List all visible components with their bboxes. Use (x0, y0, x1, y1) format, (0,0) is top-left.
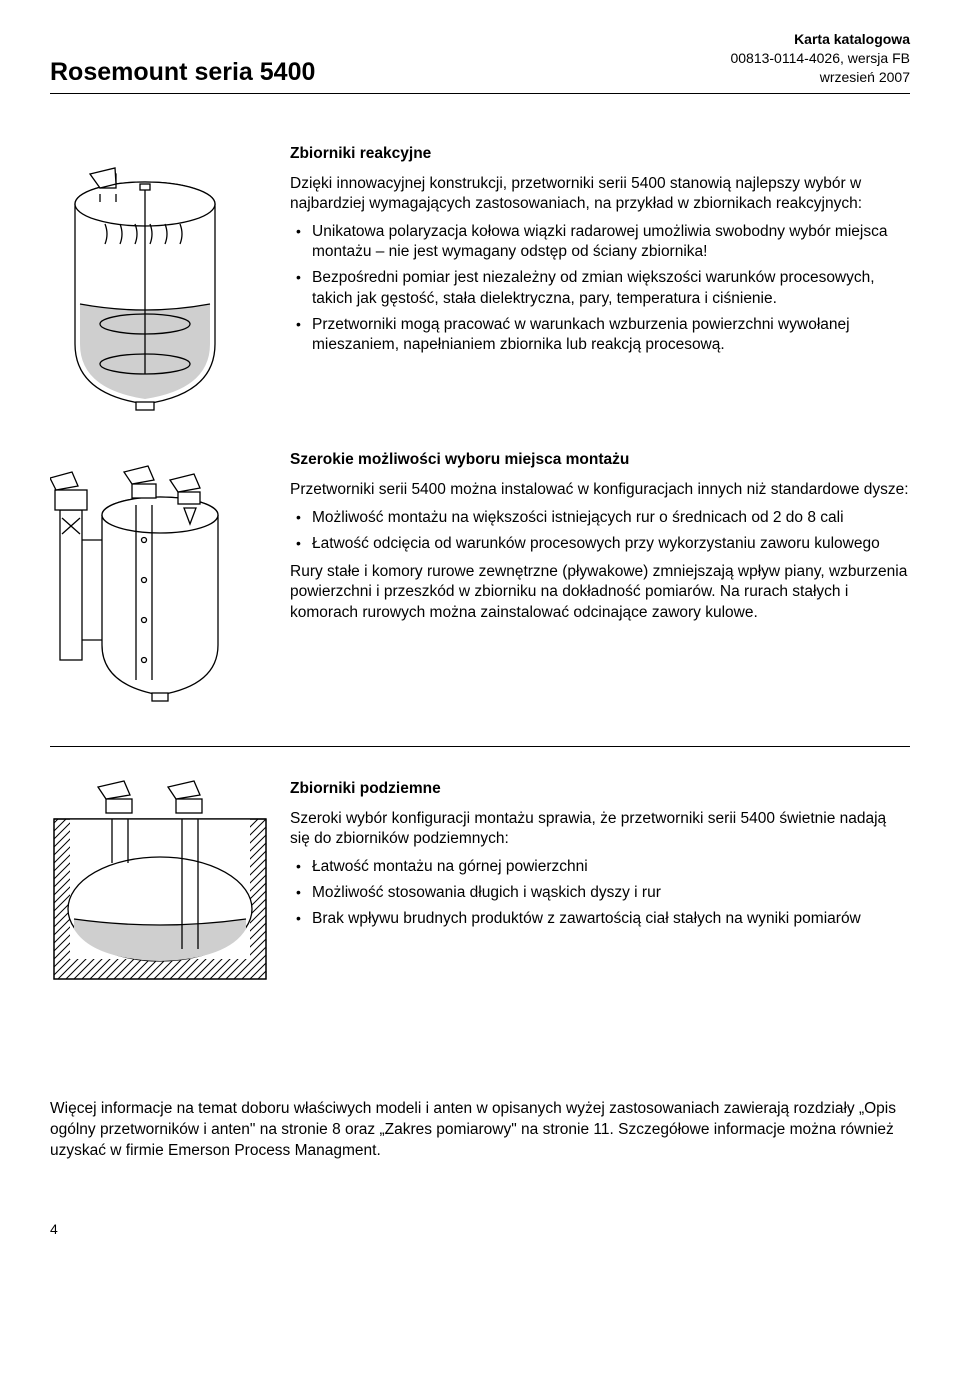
section1-text: Zbiorniki reakcyjne Dzięki innowacyjnej … (290, 144, 910, 363)
list-item: Unikatowa polaryzacja kołowa wiązki rada… (312, 222, 910, 262)
section3-title: Zbiorniki podziemne (290, 779, 910, 799)
reactor-tank-icon (50, 144, 240, 414)
product-title: Rosemount seria 5400 (50, 58, 315, 87)
doc-date: wrzesień 2007 (730, 68, 910, 87)
list-item: Bezpośredni pomiar jest niezależny od zm… (312, 268, 910, 308)
doc-title: Karta katalogowa (730, 30, 910, 49)
section-divider (50, 746, 910, 747)
doc-number: 00813-0114-4026, wersja FB (730, 49, 910, 68)
illustration-reactor-tank (50, 144, 290, 414)
doc-meta: Karta katalogowa 00813-0114-4026, wersja… (730, 30, 910, 87)
section3-intro: Szeroki wybór konfiguracji montażu spraw… (290, 809, 910, 849)
section2-post: Rury stałe i komory rurowe zewnętrzne (p… (290, 562, 910, 622)
section-mounting-options: Szerokie możliwości wyboru miejsca monta… (50, 450, 910, 710)
section1-bullets: Unikatowa polaryzacja kołowa wiązki rada… (290, 222, 910, 355)
section1-title: Zbiorniki reakcyjne (290, 144, 910, 164)
list-item: Łatwość odcięcia od warunków procesowych… (312, 534, 910, 554)
list-item: Łatwość montażu na górnej powierzchni (312, 857, 910, 877)
section2-intro: Przetworniki serii 5400 można instalować… (290, 480, 910, 500)
mounting-tank-icon (50, 450, 250, 710)
list-item: Możliwość stosowania długich i wąskich d… (312, 883, 910, 903)
section-underground-tanks: Zbiorniki podziemne Szeroki wybór konfig… (50, 779, 910, 989)
section2-text: Szerokie możliwości wyboru miejsca monta… (290, 450, 910, 631)
page-number: 4 (50, 1221, 910, 1237)
list-item: Brak wpływu brudnych produktów z zawarto… (312, 909, 910, 929)
page-header: Rosemount seria 5400 Karta katalogowa 00… (50, 30, 910, 94)
section1-intro: Dzięki innowacyjnej konstrukcji, przetwo… (290, 174, 910, 214)
section3-bullets: Łatwość montażu na górnej powierzchni Mo… (290, 857, 910, 929)
illustration-mounting (50, 450, 290, 710)
section2-title: Szerokie możliwości wyboru miejsca monta… (290, 450, 910, 470)
section3-text: Zbiorniki podziemne Szeroki wybór konfig… (290, 779, 910, 938)
section-reactor-tanks: Zbiorniki reakcyjne Dzięki innowacyjnej … (50, 144, 910, 414)
underground-tank-icon (50, 779, 270, 989)
section2-bullets: Możliwość montażu na większości istnieją… (290, 508, 910, 554)
footer-paragraph: Więcej informacje na temat doboru właści… (50, 1099, 910, 1162)
illustration-underground (50, 779, 290, 989)
list-item: Możliwość montażu na większości istnieją… (312, 508, 910, 528)
list-item: Przetworniki mogą pracować w warunkach w… (312, 315, 910, 355)
